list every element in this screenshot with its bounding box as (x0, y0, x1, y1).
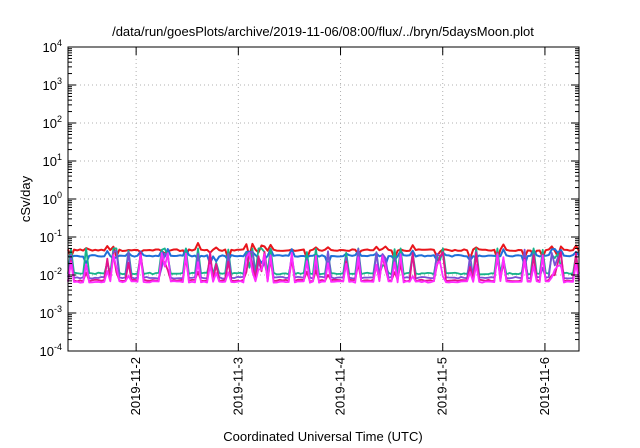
y-tick-label: 10-4 (40, 342, 62, 359)
axis-ticks: 10-4 10-3 10-2 10-1 100 101 102 103 104 2019-11-2… (40, 38, 579, 415)
chart-title: /data/run/goesPlots/archive/2019-11-06/0… (112, 24, 534, 39)
x-tick-label: 2019-11-6 (537, 357, 552, 415)
x-tick-label: 2019-11-3 (230, 357, 245, 415)
y-tick-label: 104 (43, 38, 62, 55)
x-tick-label: 2019-11-5 (435, 357, 450, 415)
y-tick-label: 10-1 (40, 228, 62, 245)
y-tick-label: 10-2 (40, 266, 62, 283)
x-tick-label: 2019-11-2 (128, 357, 143, 415)
y-tick-label: 103 (43, 76, 62, 93)
y-tick-label: 102 (43, 114, 62, 131)
y-axis-label: cSv/day (18, 175, 33, 222)
series-line (67, 242, 580, 261)
y-tick-label: 10-3 (40, 304, 62, 321)
series-line (67, 247, 580, 276)
y-tick-label: 101 (43, 152, 62, 169)
grid (68, 47, 579, 351)
x-axis-label: Coordinated Universal Time (UTC) (223, 429, 422, 444)
series-lines (67, 242, 580, 284)
series-line (67, 248, 580, 267)
x-tick-label: 2019-11-4 (333, 357, 348, 415)
y-tick-label: 100 (43, 190, 62, 207)
series-line (67, 251, 580, 284)
